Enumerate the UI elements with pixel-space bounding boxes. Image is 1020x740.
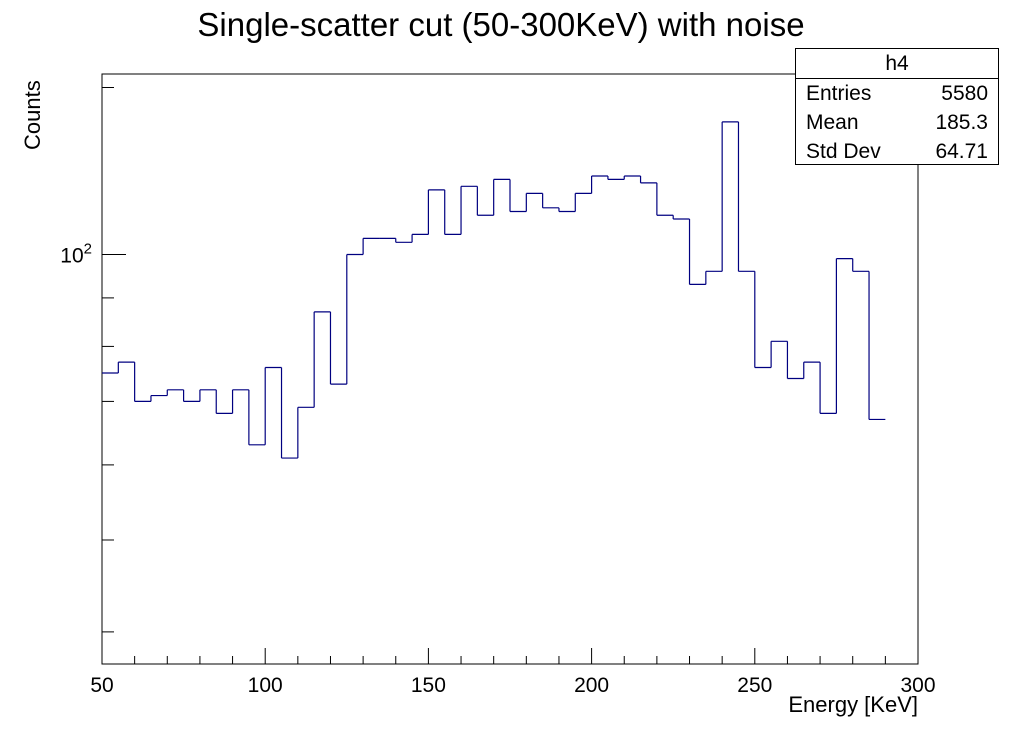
stats-row-entries: Entries 5580 [796, 79, 998, 108]
x-tick-label: 250 [737, 674, 772, 697]
stats-label: Mean [806, 111, 859, 134]
stats-value: 64.71 [935, 140, 988, 163]
x-tick-label: 200 [574, 674, 609, 697]
histogram-group [102, 121, 886, 459]
stats-label: Entries [806, 82, 872, 105]
x-axis-label: Energy [KeV] [788, 692, 918, 717]
stats-box: h4 Entries 5580 Mean 185.3 Std Dev 64.71 [795, 48, 999, 165]
stats-row-mean: Mean 185.3 [796, 108, 998, 137]
stats-label: Std Dev [806, 140, 881, 163]
y-tick-label: 102 [60, 241, 92, 268]
plot-frame [101, 73, 919, 665]
stats-box-title: h4 [796, 49, 998, 79]
stats-value: 185.3 [935, 111, 988, 134]
x-tick-label: 300 [900, 674, 935, 697]
stats-row-std-dev: Std Dev 64.71 [796, 137, 998, 166]
x-tick-label: 150 [411, 674, 446, 697]
x-tick-label: 50 [90, 674, 113, 697]
chart-title: Single-scatter cut (50-300KeV) with nois… [197, 6, 805, 43]
x-tick-label: 100 [248, 674, 283, 697]
axes-group: 50 100 150 200 250 300 102 [60, 73, 936, 697]
stats-value: 5580 [941, 82, 988, 105]
